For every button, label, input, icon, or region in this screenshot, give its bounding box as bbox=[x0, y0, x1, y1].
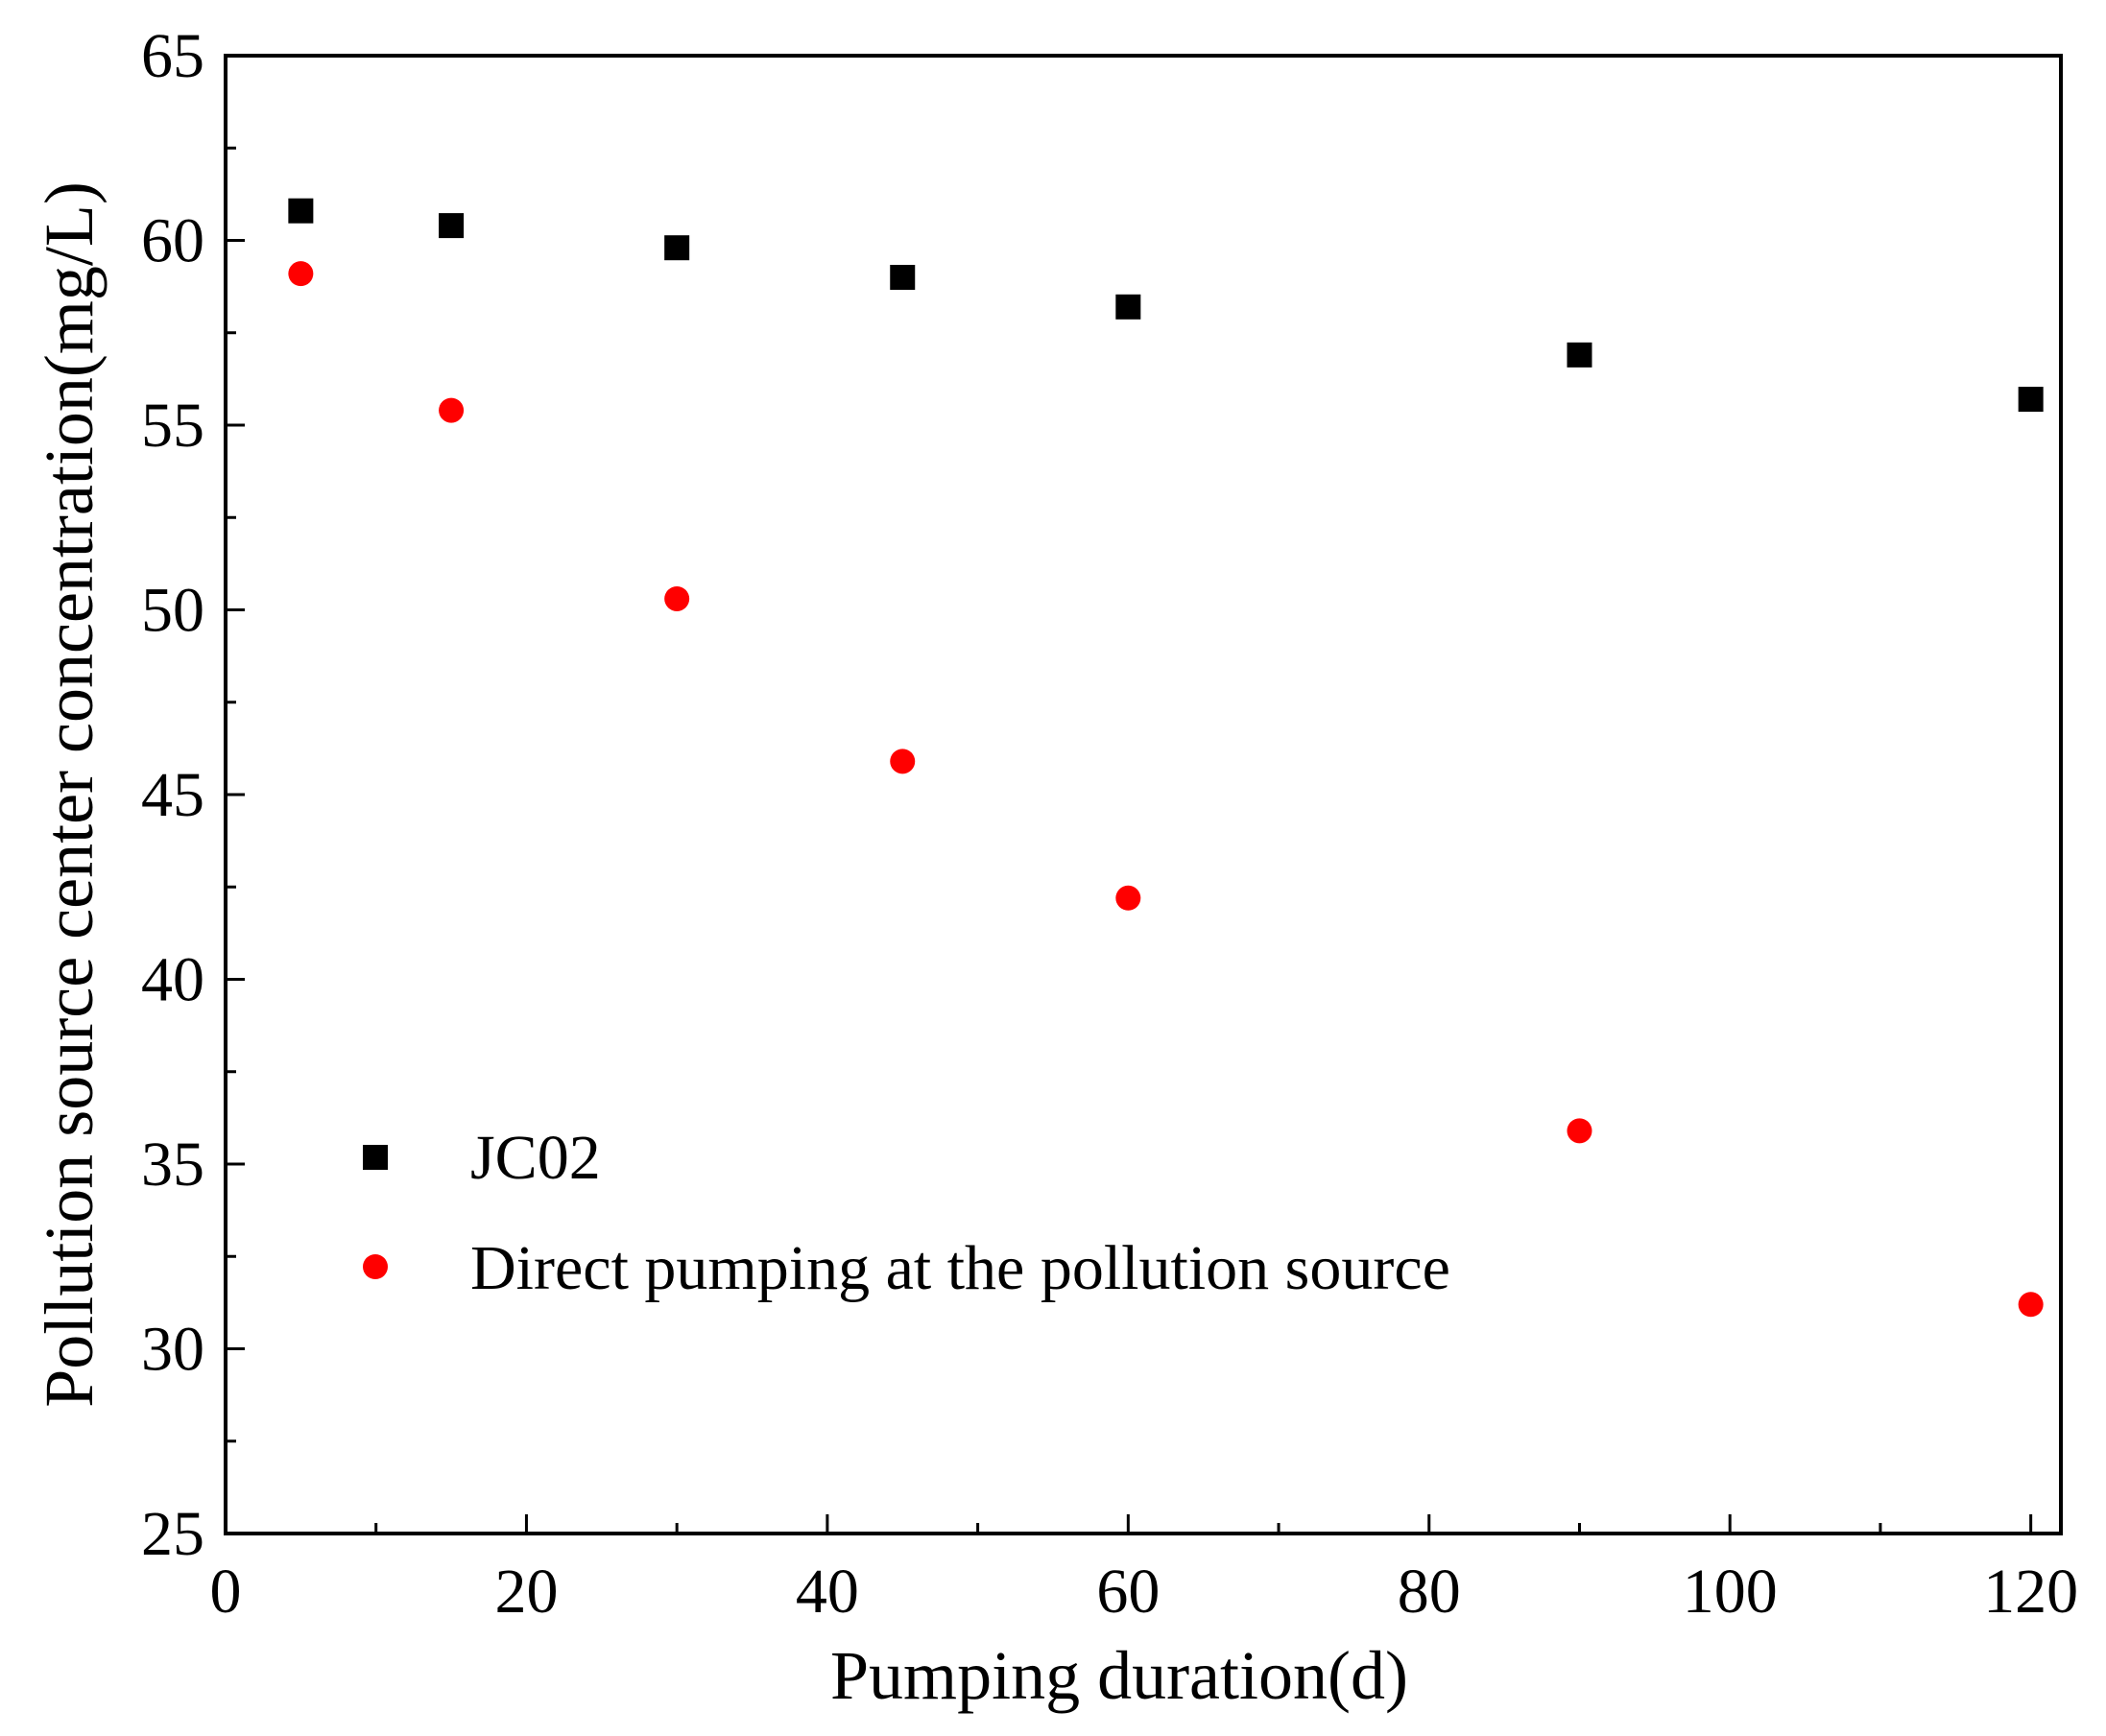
x-tick-label: 100 bbox=[1683, 1557, 1778, 1627]
y-tick-label: 50 bbox=[141, 576, 204, 646]
y-tick-label: 40 bbox=[141, 945, 204, 1015]
x-tick-label: 0 bbox=[210, 1557, 242, 1627]
y-axis-title: Pollution source center concentration(mg… bbox=[31, 181, 108, 1408]
legend-label-jc02: JC02 bbox=[470, 1123, 601, 1193]
legend-label-direct-pumping: Direct pumping at the pollution source bbox=[470, 1233, 1450, 1303]
y-tick-label: 45 bbox=[141, 760, 204, 830]
direct-pumping-point bbox=[1567, 1118, 1592, 1144]
legend: JC02 Direct pumping at the pollution sou… bbox=[363, 1123, 1450, 1303]
y-tick-label: 25 bbox=[141, 1499, 204, 1569]
x-tick-label: 80 bbox=[1398, 1557, 1461, 1627]
y-tick-labels: 25 30 35 40 45 50 55 60 65 bbox=[141, 21, 204, 1569]
jc02-point bbox=[439, 213, 465, 239]
x-tick-label: 60 bbox=[1096, 1557, 1160, 1627]
jc02-point bbox=[1567, 342, 1592, 368]
direct-pumping-point bbox=[2018, 1292, 2044, 1318]
direct-pumping-point bbox=[664, 585, 690, 611]
y-tick-label: 35 bbox=[141, 1130, 204, 1200]
legend-marker-jc02 bbox=[363, 1145, 388, 1170]
direct-pumping-point bbox=[288, 261, 314, 287]
jc02-point bbox=[664, 235, 690, 261]
jc02-point bbox=[1115, 294, 1141, 320]
y-tick-label: 65 bbox=[141, 21, 204, 91]
y-tick-label: 55 bbox=[141, 391, 204, 461]
jc02-point bbox=[2018, 387, 2044, 413]
y-tick-label: 60 bbox=[141, 206, 204, 276]
plot-frame bbox=[224, 54, 2063, 1535]
x-tick-label: 120 bbox=[1983, 1557, 2078, 1627]
jc02-point bbox=[890, 265, 916, 290]
y-tick-label: 30 bbox=[141, 1315, 204, 1385]
x-tick-labels: 0 20 40 60 80 100 120 bbox=[210, 1557, 2079, 1627]
x-axis-title: Pumping duration(d) bbox=[830, 1637, 1408, 1714]
direct-pumping-point bbox=[439, 397, 465, 423]
legend-marker-direct-pumping bbox=[363, 1254, 388, 1279]
data-points bbox=[288, 198, 2044, 1318]
jc02-point bbox=[288, 198, 314, 224]
direct-pumping-point bbox=[1115, 885, 1141, 911]
direct-pumping-point bbox=[890, 749, 916, 774]
x-tick-label: 20 bbox=[494, 1557, 558, 1627]
x-tick-label: 40 bbox=[796, 1557, 859, 1627]
